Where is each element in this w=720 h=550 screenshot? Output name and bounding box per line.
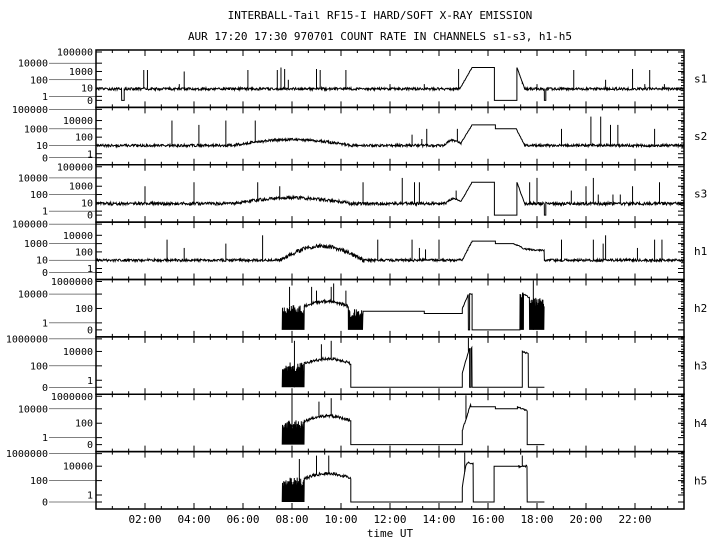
series-line-h1 [95, 240, 685, 264]
y-tick-label: 100000 [57, 48, 93, 59]
y-tick-label: 10000 [63, 116, 93, 127]
y-tick-label: 0 [42, 498, 48, 509]
y-tick-label: 10000 [63, 347, 93, 358]
y-tick-label: 100 [30, 190, 48, 201]
series-line-h2 [281, 292, 545, 331]
y-tick-label: 0 [87, 96, 93, 107]
channel-label-h2: h2 [694, 302, 707, 315]
x-tick-label: 12:00 [373, 513, 406, 526]
y-tick-label: 1000 [69, 182, 93, 193]
y-tick-label: 100000 [57, 162, 93, 173]
y-tick-label: 1 [42, 207, 48, 218]
x-tick-label: 16:00 [471, 513, 504, 526]
y-tick-label: 1000000 [51, 392, 93, 403]
y-tick-label: 10 [81, 198, 93, 209]
y-tick-label: 1000000 [51, 277, 93, 288]
panel-frame [95, 278, 685, 338]
y-tick-label: 10000 [63, 231, 93, 242]
y-tick-label: 0 [87, 211, 93, 222]
y-tick-label: 1000000 [6, 334, 48, 345]
y-tick-label: 100 [30, 75, 48, 86]
series-line-h4 [281, 402, 545, 446]
y-tick-label: 100000 [12, 105, 48, 116]
y-tick-label: 0 [87, 440, 93, 451]
y-tick-label: 100 [30, 476, 48, 487]
y-tick-label: 1000 [69, 67, 93, 78]
x-tick-label: 22:00 [618, 513, 651, 526]
panel-frame [95, 393, 685, 453]
chart-title: INTERBALL-Tail RF15-I HARD/SOFT X-RAY EM… [228, 9, 533, 22]
panel-h5: 1000000 10000 100 1 0 h5 [6, 449, 707, 510]
y-tick-label: 1000 [24, 124, 48, 135]
channel-label-s1: s1 [694, 73, 707, 86]
y-tick-label: 10000 [18, 173, 48, 184]
y-tick-label: 10000 [18, 59, 48, 70]
y-tick-label: 0 [42, 268, 48, 279]
y-tick-label: 10000 [63, 462, 93, 473]
y-tick-label: 1 [87, 264, 93, 275]
y-tick-label: 10 [36, 141, 48, 152]
series-line-h3 [281, 345, 545, 388]
y-tick-label: 100 [75, 133, 93, 144]
channel-label-h5: h5 [694, 474, 707, 487]
y-tick-label: 100 [75, 419, 93, 430]
panel-frame [95, 106, 685, 166]
y-tick-label: 1 [87, 376, 93, 387]
y-tick-label: 100 [75, 247, 93, 258]
y-tick-label: 0 [42, 383, 48, 394]
series-line-s3 [95, 181, 685, 216]
x-axis-label: time UT [367, 527, 414, 540]
panel-frame [95, 336, 685, 395]
y-tick-label: 10000 [18, 290, 48, 301]
y-tick-label: 1 [42, 318, 48, 329]
channel-label-s3: s3 [694, 187, 707, 200]
y-tick-label: 100 [30, 361, 48, 372]
y-tick-label: 10000 [18, 404, 48, 415]
y-tick-label: 1000000 [6, 449, 48, 460]
x-tick-label: 04:00 [177, 513, 210, 526]
x-tick-label: 14:00 [422, 513, 455, 526]
x-tick-label: 18:00 [520, 513, 553, 526]
y-tick-label: 10 [81, 84, 93, 95]
y-tick-label: 0 [87, 325, 93, 336]
y-tick-label: 1 [87, 149, 93, 160]
channel-label-s2: s2 [694, 130, 707, 143]
y-tick-label: 10 [36, 256, 48, 267]
y-tick-label: 1 [87, 491, 93, 502]
x-tick-label: 02:00 [128, 513, 161, 526]
x-tick-label: 20:00 [569, 513, 602, 526]
y-tick-label: 1000 [24, 239, 48, 250]
x-tick-label: 08:00 [275, 513, 308, 526]
panel-h3: 1000000 10000 100 1 0 h3 [6, 334, 707, 395]
y-tick-label: 1 [42, 433, 48, 444]
channel-label-h3: h3 [694, 360, 707, 373]
y-tick-label: 100000 [12, 220, 48, 231]
x-tick-label: 06:00 [226, 513, 259, 526]
y-tick-label: 100 [75, 304, 93, 315]
panel-frame [95, 450, 685, 510]
series-line-s2 [95, 124, 685, 149]
y-tick-label: 1 [42, 92, 48, 103]
chart-subtitle: AUR 17:20 17:30 970701 COUNT RATE IN CHA… [188, 30, 572, 43]
x-axis-tick-labels: 02:00 04:00 06:00 08:00 10:00 12:00 14:00 16:00… [128, 513, 651, 526]
series-line-s1 [95, 67, 685, 101]
channel-label-h4: h4 [694, 417, 708, 430]
x-tick-label: 10:00 [324, 513, 357, 526]
panel-frame [95, 164, 685, 223]
series-line-h5 [281, 461, 545, 503]
y-tick-label: 0 [42, 153, 48, 164]
channel-label-h1: h1 [694, 245, 707, 258]
